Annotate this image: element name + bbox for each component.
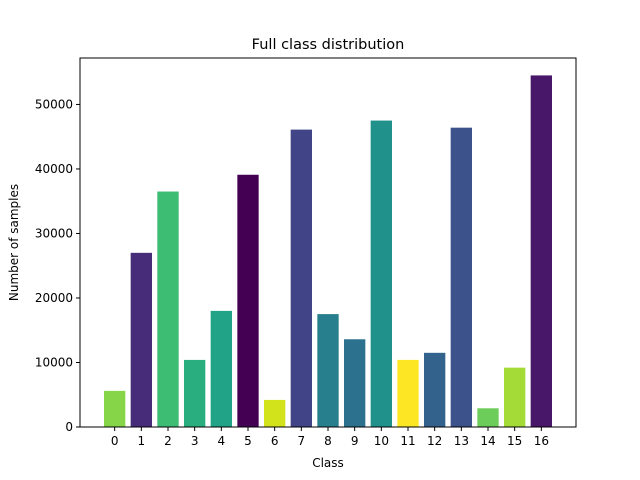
bar-class-16 (530, 75, 552, 427)
x-tick-label: 11 (400, 434, 415, 448)
bar-class-10 (370, 120, 392, 428)
x-tick-label: 0 (111, 434, 119, 448)
bar-class-7 (290, 129, 312, 428)
x-tick-label: 3 (191, 434, 199, 448)
x-tick-label: 7 (298, 434, 306, 448)
bar-class-8 (317, 314, 339, 427)
bars-group (104, 75, 552, 428)
x-tick-label: 6 (271, 434, 279, 448)
x-tick-label: 5 (244, 434, 252, 448)
x-axis: 0 1 2 3 4 5 6 7 8 9 10 11 12 13 14 15 16 (111, 427, 549, 448)
y-tick-label: 0 (65, 420, 73, 434)
y-tick-label: 20000 (35, 291, 73, 305)
x-tick-label: 15 (507, 434, 522, 448)
y-axis-label: Number of samples (7, 184, 21, 301)
bar-class-4 (210, 310, 232, 427)
x-tick-label: 12 (427, 434, 442, 448)
bar-class-0 (104, 390, 126, 427)
bar-class-15 (504, 367, 526, 427)
bar-class-6 (264, 399, 286, 427)
bar-class-2 (157, 191, 179, 427)
y-tick-label: 30000 (35, 226, 73, 240)
x-tick-label: 2 (164, 434, 172, 448)
x-tick-label: 4 (218, 434, 226, 448)
x-tick-label: 1 (138, 434, 146, 448)
x-tick-label: 9 (351, 434, 359, 448)
x-tick-label: 10 (374, 434, 389, 448)
bar-class-5 (237, 174, 259, 427)
y-tick-label: 40000 (35, 162, 73, 176)
bar-class-11 (397, 359, 419, 427)
y-axis: 0 10000 20000 30000 40000 50000 (35, 97, 80, 434)
bar-class-14 (477, 408, 499, 427)
x-tick-label: 16 (534, 434, 549, 448)
bar-class-12 (424, 352, 446, 427)
y-tick-label: 50000 (35, 97, 73, 111)
x-tick-label: 14 (480, 434, 495, 448)
bar-class-13 (450, 127, 472, 427)
y-tick-label: 10000 (35, 355, 73, 369)
bar-class-9 (344, 339, 366, 427)
x-axis-label: Class (312, 456, 344, 470)
chart-title: Full class distribution (252, 37, 405, 53)
bar-class-3 (184, 359, 206, 427)
bar-class-1 (130, 252, 152, 427)
x-tick-label: 13 (454, 434, 469, 448)
x-tick-label: 8 (324, 434, 332, 448)
